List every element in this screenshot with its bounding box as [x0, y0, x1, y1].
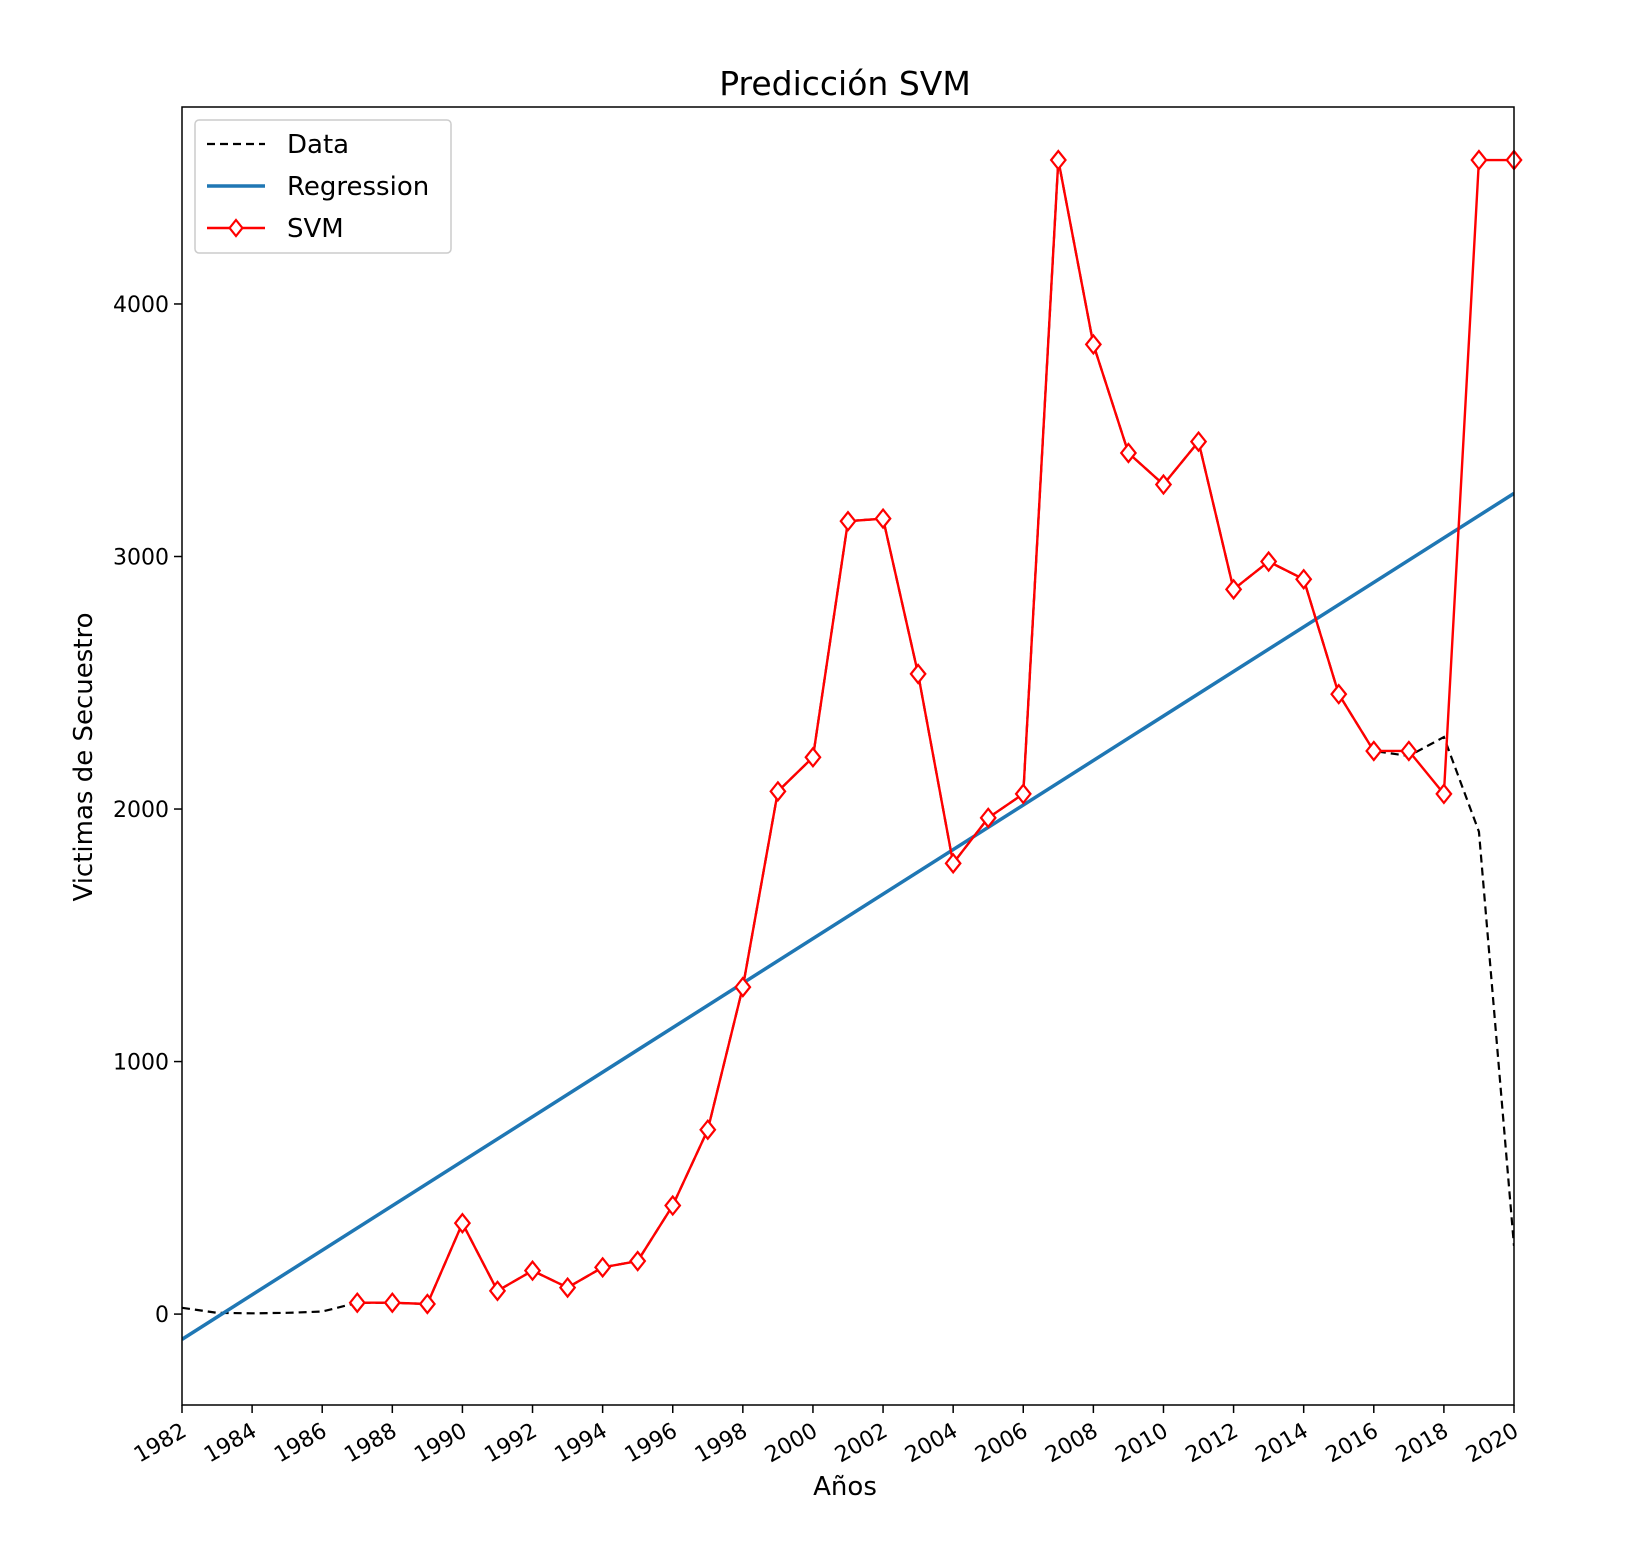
- svm-point: [944, 852, 962, 875]
- svm-point: [418, 1293, 436, 1315]
- svm-point: [1435, 783, 1453, 805]
- svm-point: [1189, 430, 1208, 453]
- svm-point: [909, 663, 927, 685]
- data-series-line: [182, 159, 1514, 1315]
- x-tick-label: 1994: [551, 1419, 612, 1469]
- x-tick-label: 2012: [1182, 1419, 1243, 1469]
- svm-point: [1049, 149, 1067, 171]
- x-tick-label: 1986: [270, 1419, 331, 1469]
- x-tick-label: 1996: [621, 1419, 682, 1469]
- x-tick-label: 2020: [1462, 1419, 1523, 1469]
- legend-label-data: Data: [287, 130, 349, 160]
- y-tick-label: 1000: [113, 1051, 169, 1076]
- svm-point: [453, 1212, 472, 1234]
- x-tick-label: 2002: [831, 1419, 892, 1469]
- legend-box: [194, 119, 452, 254]
- svm-point: [839, 510, 857, 532]
- svm-point: [1014, 783, 1032, 805]
- legend-label-regression: Regression: [287, 172, 429, 202]
- series-group: [182, 158, 1514, 1341]
- svm-point: [488, 1280, 507, 1302]
- x-tick-label: 1992: [481, 1419, 542, 1469]
- svm-point: [1330, 683, 1348, 705]
- svm-point: [1154, 473, 1173, 496]
- y-axis-label: Victimas de Secuestro: [69, 612, 99, 901]
- x-axis-ticks: 1982 1984 1986 1988 1990 1992 1994 1996 1998 2000…: [130, 1405, 1523, 1468]
- svm-point: [523, 1259, 542, 1282]
- svm-point: [558, 1276, 577, 1299]
- y-tick-label: 3000: [113, 546, 169, 571]
- x-tick-label: 2018: [1392, 1419, 1453, 1469]
- x-tick-label: 2006: [971, 1419, 1032, 1469]
- x-tick-label: 2016: [1322, 1419, 1383, 1469]
- x-axis-label: Años: [813, 1472, 877, 1502]
- x-tick-label: 2000: [761, 1419, 822, 1469]
- legend: Data Regression SVM: [194, 119, 452, 254]
- x-tick-label: 1982: [130, 1419, 191, 1469]
- svm-point: [804, 746, 822, 769]
- svm-point: [1224, 578, 1243, 601]
- x-tick-label: 2008: [1041, 1419, 1102, 1469]
- svm-point: [1260, 550, 1278, 573]
- svm-markers: [348, 149, 1523, 1315]
- svm-point: [734, 976, 752, 998]
- y-axis-ticks: 0 1000 2000 3000 4000: [113, 293, 182, 1328]
- plot-area: [181, 106, 1523, 1406]
- svm-point: [348, 1291, 366, 1314]
- x-tick-label: 1998: [691, 1419, 752, 1469]
- chart-title: Predicción SVM: [719, 64, 971, 103]
- legend-marker-svm: [228, 218, 244, 238]
- svm-series-line: [357, 158, 1514, 1306]
- svm-point: [979, 807, 997, 829]
- svm-point: [1084, 333, 1102, 356]
- svm-point: [1119, 442, 1138, 464]
- svm-point: [594, 1256, 612, 1279]
- svm-point: [769, 780, 787, 803]
- svm-point: [383, 1291, 401, 1314]
- plot-frame: [181, 106, 1515, 1406]
- legend-label-svm: SVM: [287, 214, 344, 244]
- svm-point: [1400, 740, 1418, 762]
- x-tick-label: 1988: [340, 1419, 401, 1469]
- x-tick-label: 2010: [1111, 1419, 1172, 1469]
- svm-point: [629, 1250, 647, 1272]
- regression-line: [182, 491, 1514, 1341]
- x-tick-label: 1990: [410, 1419, 471, 1469]
- svm-point: [699, 1118, 717, 1141]
- x-tick-label: 2004: [901, 1419, 962, 1469]
- y-tick-label: 4000: [113, 293, 169, 318]
- y-tick-label: 2000: [113, 798, 169, 823]
- svm-point: [1470, 149, 1488, 171]
- svm-point: [1365, 740, 1383, 762]
- svm-point: [874, 507, 892, 530]
- x-tick-label: 2014: [1252, 1419, 1313, 1469]
- y-tick-label: 0: [155, 1303, 169, 1328]
- svm-point: [1295, 568, 1313, 590]
- svm-point: [664, 1194, 682, 1217]
- x-tick-label: 1984: [200, 1419, 261, 1469]
